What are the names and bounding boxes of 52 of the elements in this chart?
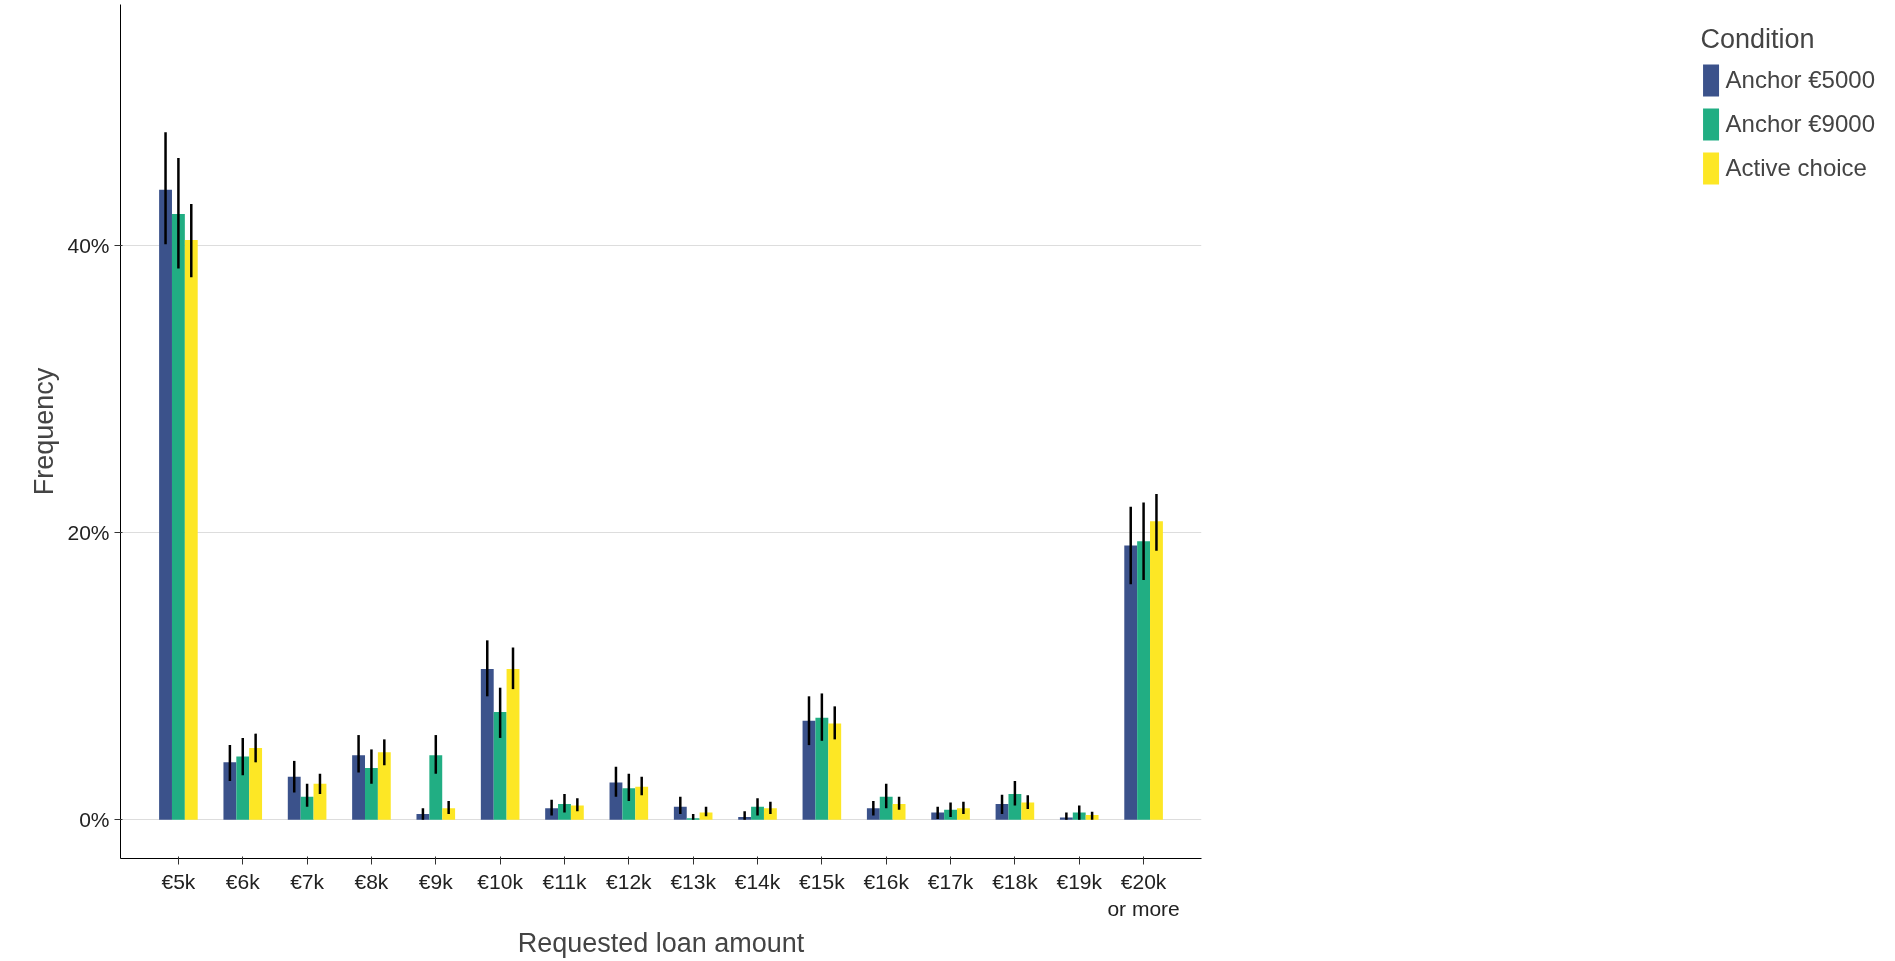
- bar: [635, 786, 649, 820]
- bar: [1124, 545, 1138, 820]
- bar: [184, 239, 198, 820]
- x-tick-label: €12k: [606, 869, 653, 893]
- x-tick-label: €5k: [161, 869, 196, 893]
- bar: [171, 214, 185, 820]
- bar: [249, 747, 263, 820]
- x-tick-label: €8k: [354, 869, 389, 893]
- bar: [1150, 521, 1163, 820]
- bar: [570, 805, 584, 820]
- x-tick-label: €7k: [290, 869, 325, 893]
- bar: [352, 755, 366, 820]
- legend-label: Active choice: [1725, 153, 1867, 183]
- bar: [300, 796, 314, 820]
- bar: [892, 803, 906, 820]
- bar: [879, 796, 893, 820]
- bar: [506, 669, 520, 820]
- y-tick-label: 40%: [67, 234, 110, 258]
- bar: [365, 768, 378, 820]
- bar: [828, 723, 842, 820]
- x-tick-label: €16k: [863, 869, 910, 893]
- x-tick-label: €18k: [992, 869, 1039, 893]
- bar: [1137, 541, 1151, 820]
- x-tick-label: €6k: [225, 869, 261, 893]
- x-tick-label: €14k: [734, 869, 781, 893]
- legend-label: Anchor €5000: [1725, 65, 1875, 95]
- x-tick-label: €20k or more: [1107, 869, 1180, 921]
- bar: [493, 712, 507, 820]
- bar: [159, 189, 172, 820]
- bar: [287, 776, 301, 820]
- y-tick-label: 0%: [79, 808, 110, 832]
- x-tick-label: €17k: [927, 869, 974, 893]
- x-tick-label: €19k: [1056, 869, 1103, 893]
- x-tick-label: €15k: [799, 869, 846, 893]
- x-tick-label: €11k: [542, 869, 587, 893]
- legend-title: Condition: [1700, 24, 1816, 55]
- y-axis-title: Frequency: [29, 367, 60, 496]
- legend-label: Anchor €9000: [1725, 109, 1875, 139]
- bar: [622, 788, 636, 820]
- bar: [429, 755, 443, 820]
- bar: [236, 756, 250, 820]
- y-tick-label: 20%: [67, 521, 110, 545]
- bar: [1008, 793, 1022, 820]
- bar: [815, 717, 829, 820]
- bar: [377, 752, 391, 820]
- x-tick-label: €13k: [670, 869, 717, 893]
- x-tick-label: €10k: [477, 869, 524, 893]
- bar: [480, 669, 494, 820]
- bar: [1021, 802, 1035, 820]
- x-axis-title: Requested loan amount: [517, 928, 805, 959]
- bar: [223, 762, 237, 820]
- x-tick-label: €9k: [418, 869, 454, 893]
